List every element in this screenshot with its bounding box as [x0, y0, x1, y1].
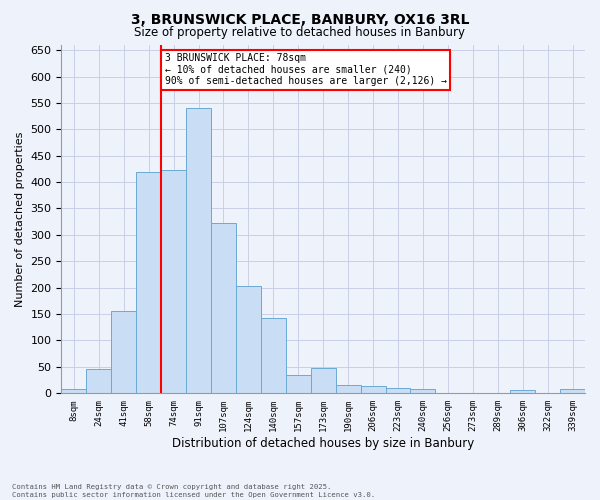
- Bar: [261, 318, 286, 393]
- Bar: [386, 388, 410, 393]
- Bar: [361, 386, 386, 393]
- X-axis label: Distribution of detached houses by size in Banbury: Distribution of detached houses by size …: [172, 437, 475, 450]
- Bar: [510, 390, 535, 393]
- Y-axis label: Number of detached properties: Number of detached properties: [15, 132, 25, 306]
- Bar: [136, 172, 161, 393]
- Text: Contains HM Land Registry data © Crown copyright and database right 2025.
Contai: Contains HM Land Registry data © Crown c…: [12, 484, 375, 498]
- Bar: [560, 390, 585, 393]
- Bar: [311, 368, 335, 393]
- Bar: [286, 375, 311, 393]
- Bar: [61, 388, 86, 393]
- Bar: [236, 286, 261, 393]
- Bar: [86, 369, 111, 393]
- Bar: [161, 170, 186, 393]
- Bar: [335, 385, 361, 393]
- Text: 3 BRUNSWICK PLACE: 78sqm
← 10% of detached houses are smaller (240)
90% of semi-: 3 BRUNSWICK PLACE: 78sqm ← 10% of detach…: [165, 53, 447, 86]
- Bar: [410, 390, 436, 393]
- Bar: [186, 108, 211, 393]
- Bar: [111, 311, 136, 393]
- Text: 3, BRUNSWICK PLACE, BANBURY, OX16 3RL: 3, BRUNSWICK PLACE, BANBURY, OX16 3RL: [131, 12, 469, 26]
- Bar: [211, 223, 236, 393]
- Text: Size of property relative to detached houses in Banbury: Size of property relative to detached ho…: [134, 26, 466, 39]
